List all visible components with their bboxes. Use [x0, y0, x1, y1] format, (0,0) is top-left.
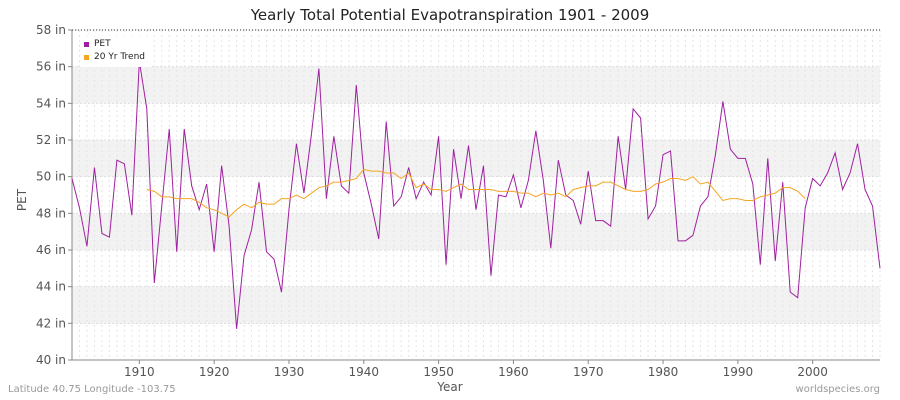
- x-tick-label: 1910: [124, 365, 155, 379]
- x-tick-label: 1980: [648, 365, 679, 379]
- legend-swatch-pet: [84, 42, 89, 47]
- x-tick-label: 1960: [498, 365, 529, 379]
- x-tick-label: 1930: [274, 365, 305, 379]
- y-tick-label: 56 in: [36, 60, 66, 74]
- y-axis-ticks: 40 in 42 in 44 in 46 in 48 in 50 in 52 in 54 in…: [36, 23, 72, 367]
- x-axis-label: Year: [437, 380, 463, 394]
- y-tick-label: 50 in: [36, 170, 66, 184]
- y-tick-label: 48 in: [36, 206, 66, 220]
- x-tick-label: 1920: [199, 365, 230, 379]
- y-tick-label: 46 in: [36, 243, 66, 257]
- location-caption: Latitude 40.75 Longitude -103.75: [8, 384, 176, 395]
- y-tick-label: 52 in: [36, 133, 66, 147]
- series-line-pet: [71, 61, 881, 329]
- grid-lines: [71, 29, 881, 361]
- legend: PET 20 Yr Trend: [80, 36, 152, 67]
- y-tick-label: 44 in: [36, 280, 66, 294]
- x-tick-label: 1990: [723, 365, 754, 379]
- source-caption: worldspecies.org: [795, 384, 880, 395]
- x-tick-label: 1970: [573, 365, 604, 379]
- x-axis-ticks: 1910 1920 1930 1940 1950 1960 1970 1980 1990 2000: [124, 360, 828, 379]
- y-tick-label: 54 in: [36, 96, 66, 110]
- legend-item-pet: PET: [84, 38, 145, 51]
- series-line-trend: [146, 168, 806, 218]
- legend-swatch-trend: [84, 55, 89, 60]
- legend-label-pet: PET: [94, 39, 111, 49]
- legend-label-trend: 20 Yr Trend: [94, 52, 146, 62]
- y-tick-label: 58 in: [36, 23, 66, 37]
- series-layer: [71, 61, 881, 329]
- x-tick-label: 1950: [423, 365, 454, 379]
- x-tick-label: 1940: [349, 365, 380, 379]
- y-tick-label: 42 in: [36, 316, 66, 330]
- y-axis-label: PET: [15, 188, 29, 212]
- chart-title: Yearly Total Potential Evapotranspiratio…: [250, 6, 650, 24]
- x-tick-label: 2000: [797, 365, 828, 379]
- axes: [71, 29, 880, 361]
- legend-item-trend: 20 Yr Trend: [84, 51, 145, 64]
- y-tick-label: 40 in: [36, 353, 66, 367]
